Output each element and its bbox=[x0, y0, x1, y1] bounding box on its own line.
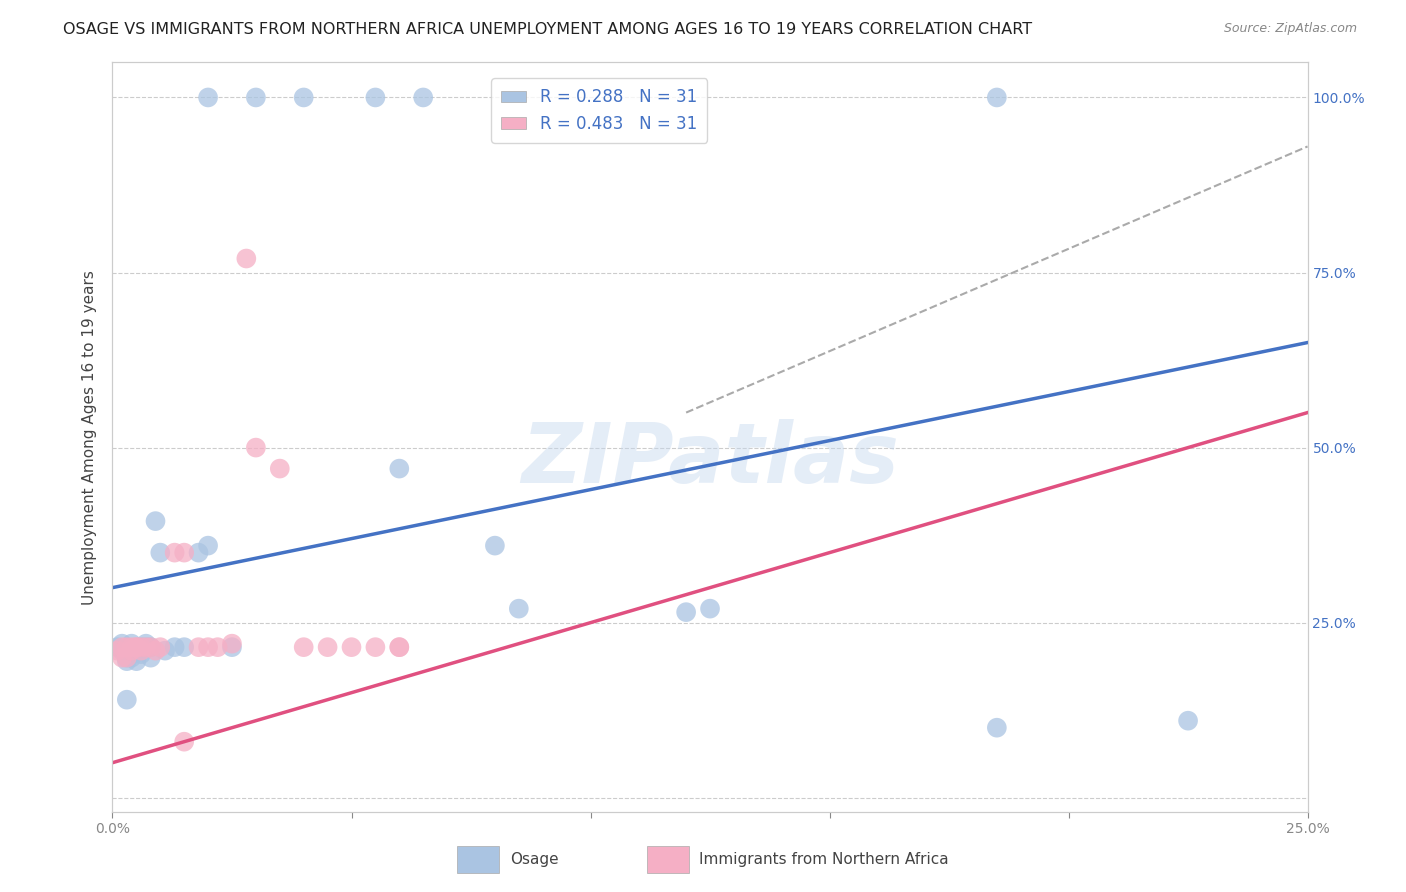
Point bbox=[245, 90, 267, 104]
Point bbox=[207, 640, 229, 655]
Point bbox=[153, 643, 176, 657]
Point bbox=[145, 643, 167, 657]
Point bbox=[139, 640, 162, 655]
Point bbox=[121, 640, 143, 655]
Point bbox=[508, 601, 530, 615]
Point bbox=[121, 650, 143, 665]
Point bbox=[292, 90, 315, 104]
Point bbox=[163, 640, 186, 655]
Point bbox=[121, 643, 143, 657]
Point bbox=[125, 654, 148, 668]
Point bbox=[105, 643, 128, 657]
Point bbox=[149, 640, 172, 655]
Point bbox=[111, 637, 134, 651]
Point bbox=[125, 643, 148, 657]
Point bbox=[149, 546, 172, 560]
Point bbox=[121, 637, 143, 651]
Point bbox=[135, 640, 157, 655]
Point bbox=[221, 637, 243, 651]
Point bbox=[221, 640, 243, 655]
Point bbox=[316, 640, 339, 655]
Point bbox=[135, 637, 157, 651]
Point bbox=[197, 90, 219, 104]
Point bbox=[412, 90, 434, 104]
Point bbox=[129, 647, 152, 661]
Y-axis label: Unemployment Among Ages 16 to 19 years: Unemployment Among Ages 16 to 19 years bbox=[82, 269, 97, 605]
Point bbox=[197, 539, 219, 553]
Text: Osage: Osage bbox=[510, 852, 558, 867]
Point bbox=[245, 441, 267, 455]
Point bbox=[699, 601, 721, 615]
Point bbox=[129, 640, 152, 655]
Point bbox=[111, 650, 134, 665]
Point bbox=[187, 546, 209, 560]
Point bbox=[235, 252, 257, 266]
Text: Immigrants from Northern Africa: Immigrants from Northern Africa bbox=[700, 852, 949, 867]
Point bbox=[269, 461, 291, 475]
Point bbox=[163, 546, 186, 560]
Bar bbox=[457, 846, 499, 872]
Point bbox=[129, 640, 152, 655]
Point bbox=[129, 643, 152, 657]
Point bbox=[135, 640, 157, 655]
Point bbox=[388, 640, 411, 655]
Point bbox=[187, 640, 209, 655]
Text: OSAGE VS IMMIGRANTS FROM NORTHERN AFRICA UNEMPLOYMENT AMONG AGES 16 TO 19 YEARS : OSAGE VS IMMIGRANTS FROM NORTHERN AFRICA… bbox=[63, 22, 1032, 37]
Point bbox=[111, 643, 134, 657]
Point bbox=[986, 721, 1008, 735]
Point bbox=[125, 640, 148, 655]
Bar bbox=[647, 846, 689, 872]
Point bbox=[139, 650, 162, 665]
Point bbox=[484, 539, 506, 553]
Legend: R = 0.288   N = 31, R = 0.483   N = 31: R = 0.288 N = 31, R = 0.483 N = 31 bbox=[491, 78, 707, 143]
Point bbox=[105, 640, 128, 655]
Point bbox=[197, 640, 219, 655]
Point bbox=[388, 640, 411, 655]
Point bbox=[115, 692, 138, 706]
Point bbox=[986, 90, 1008, 104]
Point bbox=[145, 514, 167, 528]
Point bbox=[388, 461, 411, 475]
Point bbox=[125, 640, 148, 655]
Point bbox=[173, 640, 195, 655]
Point bbox=[111, 640, 134, 655]
Point bbox=[115, 650, 138, 665]
Point bbox=[364, 90, 387, 104]
Point bbox=[340, 640, 363, 655]
Text: Source: ZipAtlas.com: Source: ZipAtlas.com bbox=[1223, 22, 1357, 36]
Point bbox=[292, 640, 315, 655]
Point bbox=[173, 734, 195, 748]
Point bbox=[115, 654, 138, 668]
Text: ZIPatlas: ZIPatlas bbox=[522, 419, 898, 500]
Point bbox=[364, 640, 387, 655]
Point bbox=[115, 640, 138, 655]
Point bbox=[173, 546, 195, 560]
Point bbox=[115, 650, 138, 665]
Point bbox=[1177, 714, 1199, 728]
Point bbox=[139, 640, 162, 655]
Point bbox=[675, 605, 697, 619]
